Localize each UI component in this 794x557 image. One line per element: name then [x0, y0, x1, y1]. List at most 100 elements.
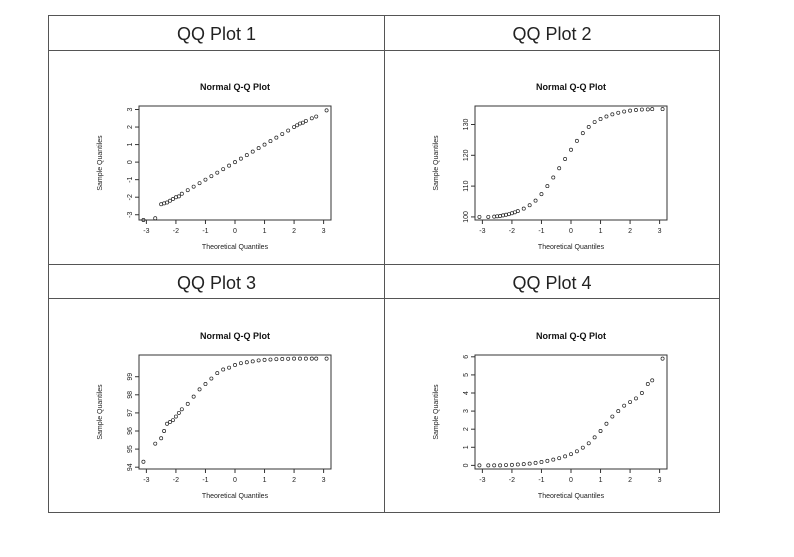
data-point	[477, 214, 482, 219]
data-point	[616, 110, 621, 115]
data-point	[268, 357, 273, 362]
x-tick-label: 1	[263, 477, 267, 484]
data-point	[604, 421, 609, 426]
data-point	[563, 157, 568, 161]
data-point	[645, 382, 650, 386]
plot-frame	[474, 105, 668, 221]
x-tick-label: 3	[322, 477, 326, 484]
data-point	[286, 128, 291, 133]
data-point	[309, 356, 314, 361]
x-axis-label: Theoretical Quantiles	[538, 244, 605, 251]
data-point	[179, 407, 184, 412]
y-tick-label: 3	[463, 409, 470, 413]
data-point	[616, 409, 621, 414]
y-tick-label: 2	[127, 125, 134, 129]
qq-plot-cell-3: QQ Plot 3 Normal Q-Q Plot -3 -2 -1 0 1 2 3 94 95 9…	[49, 265, 384, 512]
data-point	[191, 184, 196, 189]
plot-frame	[138, 354, 332, 470]
data-point	[563, 454, 568, 459]
data-point	[233, 160, 237, 165]
data-point	[604, 114, 609, 119]
data-point	[574, 138, 579, 143]
data-point	[314, 114, 319, 119]
data-point	[551, 457, 556, 462]
data-point	[197, 387, 202, 392]
data-point	[280, 357, 285, 361]
x-tick-label: 0	[569, 228, 573, 235]
data-point	[645, 107, 650, 112]
data-point	[168, 198, 172, 203]
qq-plot-cell-1: QQ Plot 1 Normal Q-Q Plot -3 -2 -1 0 1 2 3 -3 -2 -…	[49, 16, 384, 264]
y-axis-label: Sample Quantiles	[433, 135, 440, 191]
y-tick-label: 1	[463, 445, 470, 449]
data-point	[533, 460, 538, 465]
x-tick-label: 3	[658, 228, 662, 235]
x-tick-label: 2	[292, 477, 296, 484]
data-point	[159, 436, 164, 441]
data-point	[492, 463, 497, 468]
data-point	[592, 120, 597, 124]
data-point	[660, 356, 665, 361]
x-tick-label: -3	[479, 228, 485, 235]
data-point	[509, 462, 514, 467]
x-tick-label: 0	[233, 228, 237, 235]
data-point	[622, 403, 627, 408]
y-tick-label: 3	[127, 107, 134, 111]
horizontal-divider	[49, 264, 719, 265]
data-point	[165, 200, 170, 205]
y-axis-label: Sample Quantiles	[97, 135, 104, 191]
y-tick-label: 0	[463, 463, 470, 467]
data-point	[477, 463, 482, 468]
data-point	[292, 356, 297, 361]
data-point	[303, 118, 308, 123]
data-point	[504, 463, 508, 467]
data-point	[209, 376, 214, 381]
data-point	[153, 441, 158, 446]
y-tick-label: 4	[463, 391, 470, 395]
data-point	[244, 360, 249, 365]
data-point	[486, 214, 491, 219]
y-tick-label: 97	[127, 409, 134, 417]
data-point	[545, 458, 550, 463]
data-point	[262, 357, 267, 362]
data-point	[185, 401, 190, 406]
data-point	[256, 358, 261, 363]
data-point	[309, 116, 314, 121]
data-point	[215, 170, 220, 175]
qq-plot-1: Normal Q-Q Plot -3 -2 -1 0 1 2 3 -3 -2 -1 0 1 2 3 Theor…	[97, 82, 332, 251]
x-axis-label: Theoretical Quantiles	[202, 493, 269, 500]
data-point	[227, 163, 232, 168]
x-tick-label: 2	[628, 477, 632, 484]
x-tick-label: -3	[479, 477, 485, 484]
data-point	[227, 365, 232, 370]
qq-plot-4: Normal Q-Q Plot -3 -2 -1 0 1 2 3 0 1 2 3 4 5 6 Theoreti…	[433, 331, 668, 500]
data-point	[286, 356, 291, 361]
x-tick-label: 2	[628, 228, 632, 235]
panel-header: QQ Plot 2	[512, 24, 592, 44]
data-point	[515, 462, 520, 467]
header-divider-top	[49, 50, 719, 51]
x-tick-label: 1	[599, 477, 603, 484]
data-point	[650, 107, 655, 112]
data-point	[527, 203, 532, 208]
y-tick-label: -1	[127, 176, 134, 182]
x-tick-label: -1	[202, 228, 208, 235]
data-point	[209, 174, 214, 179]
y-tick-label: 1	[127, 143, 134, 147]
data-point	[191, 394, 196, 399]
data-point	[598, 429, 603, 433]
x-tick-label: 1	[599, 228, 603, 235]
y-tick-label: 120	[463, 149, 470, 161]
data-point	[303, 356, 308, 361]
x-tick-label: -1	[538, 228, 544, 235]
data-point	[324, 108, 329, 113]
data-point	[141, 218, 146, 222]
data-point	[221, 367, 226, 372]
y-tick-label: 0	[127, 160, 134, 164]
x-tick-label: -3	[143, 477, 149, 484]
y-tick-label: 99	[127, 373, 134, 381]
data-point	[586, 125, 591, 129]
data-point	[628, 108, 633, 113]
data-point	[634, 396, 638, 401]
data-point	[551, 175, 556, 180]
